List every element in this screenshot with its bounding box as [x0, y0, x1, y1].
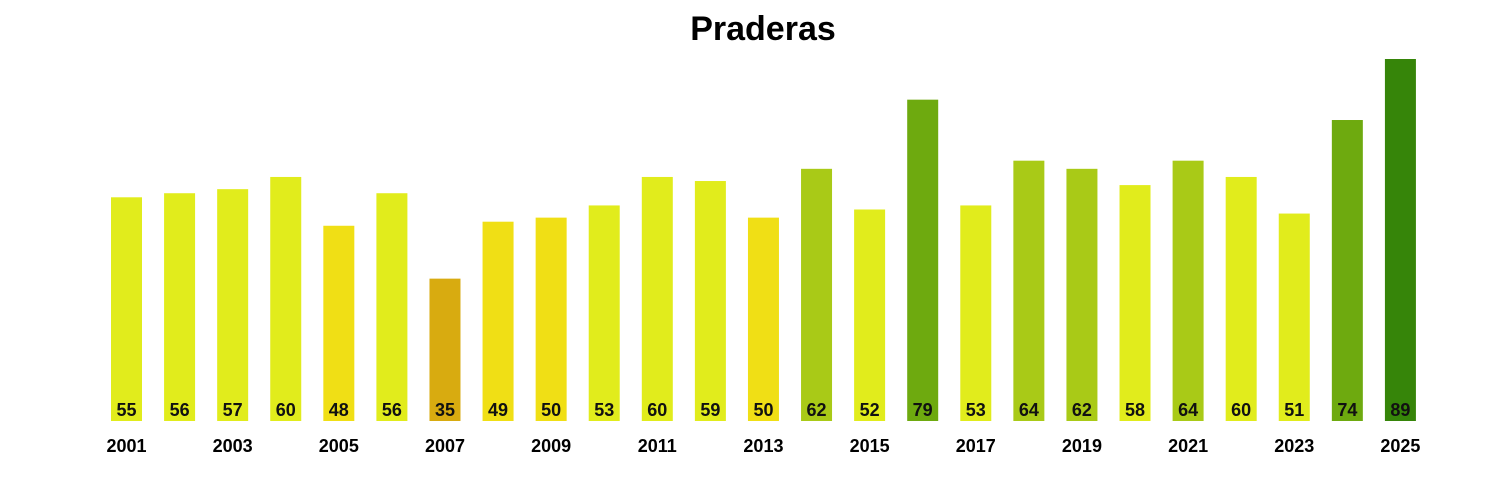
- bar-value-label-2001: 55: [116, 400, 136, 420]
- bar-2005: [323, 225, 355, 421]
- bar-2025: [1384, 59, 1416, 421]
- x-tick-label-2003: 2003: [213, 436, 253, 456]
- bar-2006: [376, 193, 408, 421]
- bar-2010: [588, 205, 620, 421]
- value-labels-layer: 55 56 57 60 48 56 35 49 50 53 60 59 50 62 52 79 53 64 62 58…: [116, 400, 1410, 420]
- bar-value-label-2019: 62: [1072, 400, 1092, 420]
- x-tick-label-2019: 2019: [1062, 436, 1102, 456]
- bar-value-label-2009: 50: [541, 400, 561, 420]
- bar-2009: [535, 217, 567, 421]
- x-tick-label-2007: 2007: [425, 436, 465, 456]
- bar-value-label-2003: 57: [223, 400, 243, 420]
- bars-layer: [111, 59, 1416, 422]
- bar-value-label-2015: 52: [860, 400, 880, 420]
- bar-2002: [164, 193, 196, 421]
- x-tick-label-2023: 2023: [1274, 436, 1314, 456]
- bar-2016: [907, 99, 939, 422]
- bar-2021: [1172, 160, 1204, 421]
- bar-2018: [1013, 160, 1045, 421]
- x-tick-label-2015: 2015: [850, 436, 890, 456]
- bar-value-label-2018: 64: [1019, 400, 1039, 420]
- bar-2004: [270, 176, 302, 421]
- bar-2023: [1278, 213, 1310, 421]
- bar-value-label-2011: 60: [647, 400, 667, 420]
- bar-2024: [1331, 120, 1363, 421]
- bar-2014: [801, 168, 833, 421]
- bar-value-label-2016: 79: [913, 400, 933, 420]
- bar-2019: [1066, 168, 1098, 421]
- bar-2015: [854, 209, 886, 421]
- bar-value-label-2010: 53: [594, 400, 614, 420]
- x-tick-label-2005: 2005: [319, 436, 359, 456]
- x-tick-label-2013: 2013: [743, 436, 783, 456]
- x-tick-label-2009: 2009: [531, 436, 571, 456]
- x-tick-label-2017: 2017: [956, 436, 996, 456]
- bar-value-label-2014: 62: [807, 400, 827, 420]
- bar-value-label-2024: 74: [1337, 400, 1357, 420]
- bar-value-label-2007: 35: [435, 400, 455, 420]
- bar-value-label-2025: 89: [1390, 400, 1410, 420]
- x-tick-label-2021: 2021: [1168, 436, 1208, 456]
- bar-value-label-2012: 59: [700, 400, 720, 420]
- bar-value-label-2005: 48: [329, 400, 349, 420]
- x-tick-label-2001: 2001: [106, 436, 146, 456]
- bar-value-label-2002: 56: [170, 400, 190, 420]
- bar-2017: [960, 205, 992, 421]
- bar-2007: [429, 278, 461, 421]
- bar-2013: [747, 217, 779, 421]
- bar-2003: [217, 189, 249, 421]
- bar-value-label-2004: 60: [276, 400, 296, 420]
- bar-2020: [1119, 185, 1151, 421]
- bar-value-label-2022: 60: [1231, 400, 1251, 420]
- bar-2008: [482, 221, 514, 421]
- bar-2011: [641, 176, 673, 421]
- bar-value-label-2006: 56: [382, 400, 402, 420]
- bar-value-label-2023: 51: [1284, 400, 1304, 420]
- bar-2001: [111, 197, 142, 421]
- bar-value-label-2008: 49: [488, 400, 508, 420]
- bar-2022: [1225, 176, 1257, 421]
- bar-value-label-2020: 58: [1125, 400, 1145, 420]
- x-tick-label-2011: 2011: [638, 436, 677, 456]
- chart-title: Praderas: [690, 10, 836, 48]
- bar-2012: [694, 181, 726, 421]
- bar-value-label-2021: 64: [1178, 400, 1198, 420]
- x-axis-tick-labels: 2001 2003 2005 2007 2009 2011 2013 2015 2017 2019…: [106, 436, 1420, 456]
- bar-value-label-2013: 50: [753, 400, 773, 420]
- bar-value-label-2017: 53: [966, 400, 986, 420]
- x-tick-label-2025: 2025: [1380, 436, 1420, 456]
